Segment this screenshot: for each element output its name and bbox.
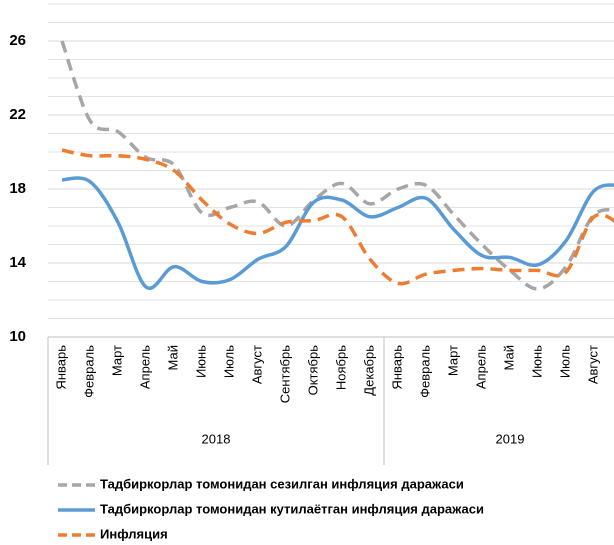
x-tick-label: Сентябрь [277, 345, 292, 403]
x-tick-label: Февраль [417, 345, 432, 398]
x-tick-label: Август [249, 345, 264, 384]
x-tick-label: Июль [557, 345, 572, 378]
y-tick-label: 22 [9, 106, 26, 123]
x-tick-label: Апрель [137, 345, 152, 389]
x-tick-label: Август [585, 345, 600, 384]
legend-label: Тадбиркорлар томонидан сезилган инфляция… [100, 476, 464, 491]
x-tick-label: Декабрь [361, 345, 376, 396]
series-line [61, 148, 614, 286]
x-tick-label: Октябрь [305, 345, 320, 396]
x-tick-label: Январь [53, 345, 68, 390]
group-label: 2018 [202, 431, 231, 446]
x-tick-label: Май [501, 345, 516, 370]
y-tick-label: 26 [9, 32, 26, 49]
group-label: 2019 [496, 431, 525, 446]
x-tick-label: Июнь [193, 345, 208, 378]
series-line [61, 176, 614, 291]
x-tick-label: Январь [389, 345, 404, 390]
legend-label: Инфляция [100, 526, 168, 541]
y-tick-label: 18 [9, 180, 26, 197]
x-tick-label: Март [445, 345, 460, 376]
y-tick-label: 10 [9, 328, 26, 345]
x-tick-label: Февраль [81, 345, 96, 398]
legend-label: Тадбиркорлар томонидан кутилаётган инфля… [100, 501, 484, 516]
y-tick-label: 14 [9, 254, 26, 271]
x-tick-label: Июнь [529, 345, 544, 378]
x-tick-label: Март [109, 345, 124, 376]
x-tick-label: Ноябрь [333, 345, 348, 390]
x-tick-label: Апрель [473, 345, 488, 389]
x-tick-label: Июль [221, 345, 236, 378]
x-tick-label: Май [165, 345, 180, 370]
